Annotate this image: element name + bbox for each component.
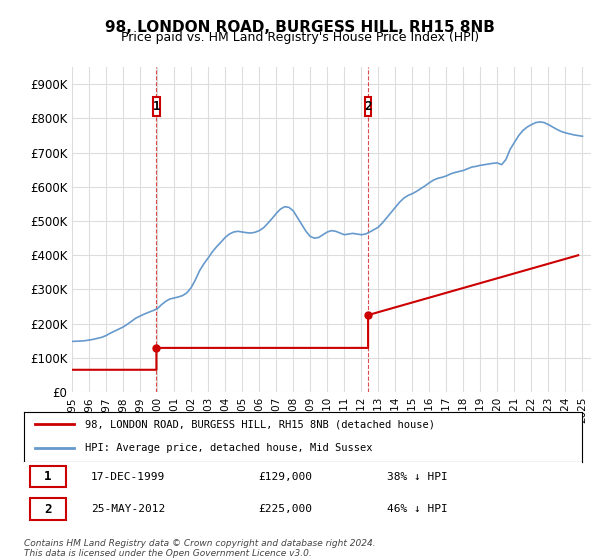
Text: £225,000: £225,000 xyxy=(259,505,313,514)
Text: 46% ↓ HPI: 46% ↓ HPI xyxy=(387,505,448,514)
Text: 17-DEC-1999: 17-DEC-1999 xyxy=(91,472,165,482)
Text: 25-MAY-2012: 25-MAY-2012 xyxy=(91,505,165,514)
FancyBboxPatch shape xyxy=(153,97,160,115)
Text: 98, LONDON ROAD, BURGESS HILL, RH15 8NB (detached house): 98, LONDON ROAD, BURGESS HILL, RH15 8NB … xyxy=(85,419,436,429)
Text: 38% ↓ HPI: 38% ↓ HPI xyxy=(387,472,448,482)
Text: £129,000: £129,000 xyxy=(259,472,313,482)
FancyBboxPatch shape xyxy=(29,466,66,487)
Text: 2: 2 xyxy=(44,503,52,516)
Text: 1: 1 xyxy=(152,100,160,113)
Text: Price paid vs. HM Land Registry's House Price Index (HPI): Price paid vs. HM Land Registry's House … xyxy=(121,31,479,44)
Text: 98, LONDON ROAD, BURGESS HILL, RH15 8NB: 98, LONDON ROAD, BURGESS HILL, RH15 8NB xyxy=(105,20,495,35)
FancyBboxPatch shape xyxy=(365,97,371,115)
Text: Contains HM Land Registry data © Crown copyright and database right 2024.
This d: Contains HM Land Registry data © Crown c… xyxy=(24,539,376,558)
FancyBboxPatch shape xyxy=(29,498,66,520)
Text: 1: 1 xyxy=(44,470,52,483)
Text: HPI: Average price, detached house, Mid Sussex: HPI: Average price, detached house, Mid … xyxy=(85,443,373,453)
Text: 2: 2 xyxy=(364,100,372,113)
